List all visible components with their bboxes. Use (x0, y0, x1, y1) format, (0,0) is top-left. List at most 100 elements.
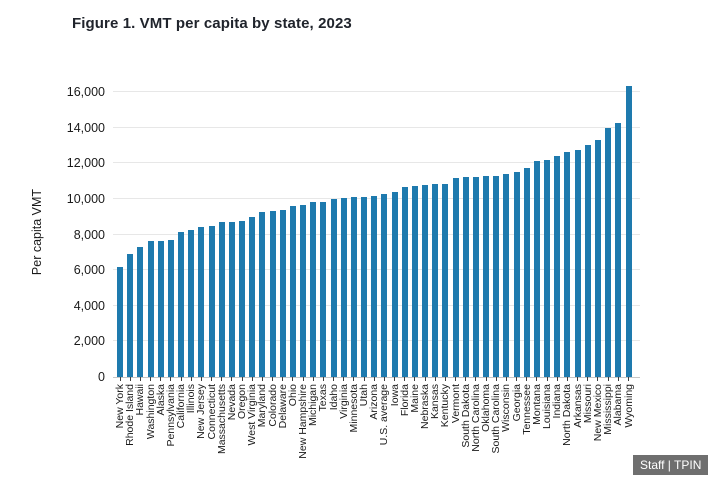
bar (544, 159, 551, 377)
attribution-badge: Staff | TPIN (633, 455, 709, 475)
plot-area: New York Rhode Island Hawaii Washington Alas… (113, 80, 640, 459)
bar (442, 183, 449, 377)
bar (381, 194, 388, 377)
bar (462, 176, 469, 377)
x-tick-label: Alabama (612, 384, 625, 426)
bar (239, 221, 246, 377)
x-tick (434, 377, 436, 381)
x-tick-label: U.S. average (378, 384, 391, 446)
x-tick (180, 377, 182, 381)
bar (584, 144, 591, 377)
x-tick (475, 377, 477, 381)
x-tick-label: Wisconsin (500, 384, 513, 432)
bar (452, 178, 459, 377)
x-tick-label: Hawaii (134, 384, 147, 416)
x-tick (566, 377, 568, 381)
y-tick-label: 14,000 (66, 120, 105, 135)
y-tick-label: 0 (98, 370, 105, 384)
bar (533, 160, 540, 377)
gridline (113, 91, 640, 92)
bar (523, 167, 530, 377)
y-tick-label: 6,000 (73, 263, 105, 278)
x-tick (424, 377, 426, 381)
x-tick (322, 377, 324, 381)
bar (208, 226, 215, 377)
bar (432, 183, 439, 377)
bar (198, 227, 205, 377)
bar (615, 123, 622, 377)
bar (228, 222, 235, 377)
bar (259, 212, 266, 377)
y-tick-label: 12,000 (66, 156, 105, 171)
x-tick (404, 377, 406, 381)
x-tick (251, 377, 253, 381)
bar (249, 216, 256, 377)
x-tick (150, 377, 151, 381)
x-tick (312, 377, 314, 381)
y-tick-label: 2,000 (73, 334, 105, 349)
x-tick (129, 377, 131, 381)
bar (594, 140, 601, 377)
x-tick (241, 377, 243, 381)
bar (361, 197, 368, 377)
y-axis-title: Per capita VMT (30, 188, 44, 276)
x-tick (607, 377, 609, 381)
figure-title: Figure 1. VMT per capita by state, 2023 (72, 15, 352, 32)
bar (625, 85, 632, 377)
bar (157, 240, 164, 377)
x-tick (577, 377, 579, 381)
bar (350, 197, 357, 377)
x-tick (333, 377, 335, 381)
x-tick (261, 377, 263, 381)
x-tick (414, 377, 416, 381)
x-tick (282, 377, 284, 381)
bar (564, 151, 571, 377)
x-tick (383, 377, 385, 381)
bar (391, 191, 398, 377)
bar (300, 205, 307, 377)
x-tick (505, 377, 507, 381)
bar (167, 239, 174, 377)
x-tick (363, 377, 365, 381)
x-tick (292, 377, 294, 381)
bar (330, 198, 337, 377)
x-tick-label: New Jersey (195, 384, 208, 439)
bar (340, 197, 347, 377)
bar (483, 175, 490, 377)
x-tick (556, 377, 558, 381)
x-tick (394, 377, 396, 381)
x-tick (200, 377, 202, 381)
bar (310, 202, 317, 377)
bar (422, 184, 429, 377)
bar (218, 222, 225, 377)
x-tick (485, 377, 487, 381)
x-tick (231, 377, 233, 381)
x-tick (546, 377, 548, 381)
x-tick (353, 377, 355, 381)
x-tick (302, 377, 304, 381)
bar (178, 231, 185, 377)
bar (503, 173, 510, 377)
x-tick (160, 377, 162, 381)
bar (117, 267, 123, 377)
bar (472, 176, 479, 377)
x-tick-label: Kentucky (439, 384, 452, 428)
x-tick (587, 377, 589, 381)
x-tick (455, 377, 457, 381)
x-tick (211, 377, 213, 381)
x-tick-label: Texas (317, 384, 330, 412)
y-tick-label: 8,000 (73, 227, 105, 242)
y-tick-label: 4,000 (73, 298, 105, 313)
x-tick (221, 377, 223, 381)
bar (411, 186, 418, 377)
x-tick (190, 377, 192, 381)
bar (147, 240, 154, 377)
x-tick (272, 377, 274, 381)
bar (401, 187, 408, 377)
x-tick (516, 377, 518, 381)
bar (605, 127, 612, 377)
x-tick-label: North Dakota (561, 384, 574, 446)
x-tick (139, 377, 141, 381)
x-tick-label: Wyoming (622, 384, 635, 428)
